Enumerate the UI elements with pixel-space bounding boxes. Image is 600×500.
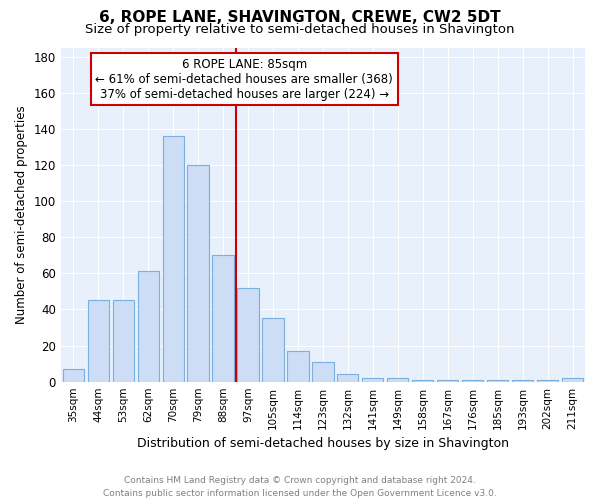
Bar	[187, 165, 209, 382]
Bar	[387, 378, 409, 382]
Bar	[362, 378, 383, 382]
Bar	[462, 380, 483, 382]
Bar	[562, 378, 583, 382]
Text: 6, ROPE LANE, SHAVINGTON, CREWE, CW2 5DT: 6, ROPE LANE, SHAVINGTON, CREWE, CW2 5DT	[99, 10, 501, 25]
Bar	[88, 300, 109, 382]
Bar	[287, 351, 308, 382]
Text: Size of property relative to semi-detached houses in Shavington: Size of property relative to semi-detach…	[85, 22, 515, 36]
Bar	[412, 380, 433, 382]
Bar	[137, 272, 159, 382]
Bar	[312, 362, 334, 382]
Bar	[113, 300, 134, 382]
Text: Contains HM Land Registry data © Crown copyright and database right 2024.
Contai: Contains HM Land Registry data © Crown c…	[103, 476, 497, 498]
Bar	[512, 380, 533, 382]
Y-axis label: Number of semi-detached properties: Number of semi-detached properties	[15, 106, 28, 324]
Bar	[537, 380, 558, 382]
Bar	[437, 380, 458, 382]
Bar	[238, 288, 259, 382]
X-axis label: Distribution of semi-detached houses by size in Shavington: Distribution of semi-detached houses by …	[137, 437, 509, 450]
Bar	[163, 136, 184, 382]
Bar	[337, 374, 358, 382]
Text: 6 ROPE LANE: 85sqm
← 61% of semi-detached houses are smaller (368)
37% of semi-d: 6 ROPE LANE: 85sqm ← 61% of semi-detache…	[95, 58, 393, 100]
Bar	[62, 369, 84, 382]
Bar	[262, 318, 284, 382]
Bar	[212, 255, 233, 382]
Bar	[487, 380, 508, 382]
